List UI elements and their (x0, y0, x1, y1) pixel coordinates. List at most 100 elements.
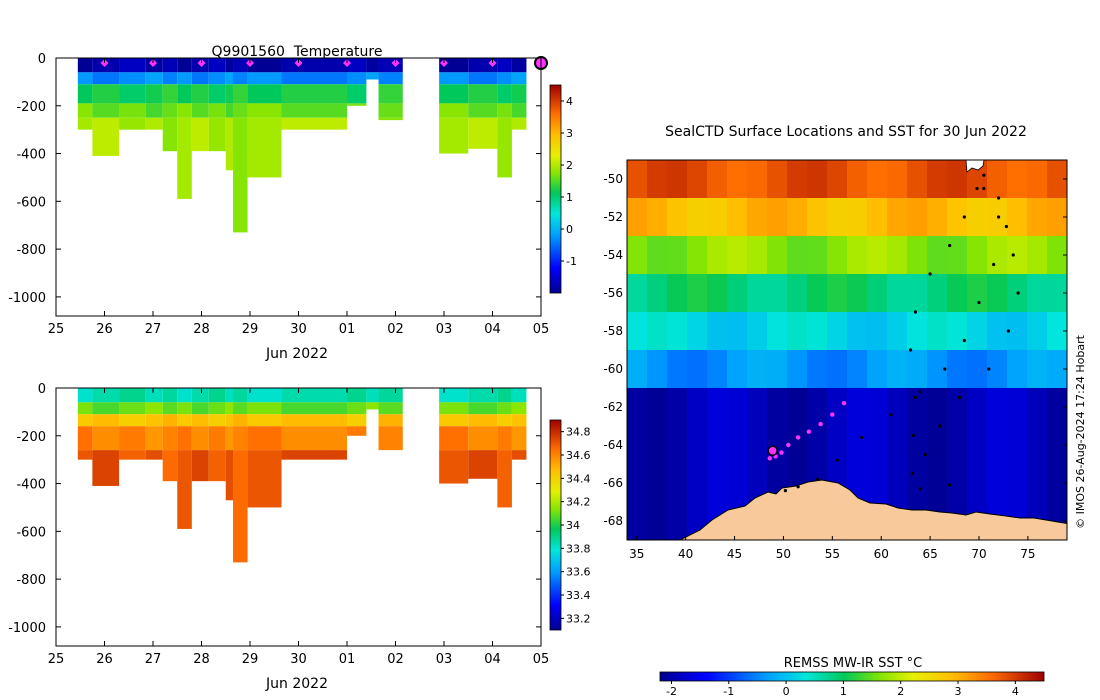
sst-cell (887, 160, 908, 199)
profile-cell (119, 388, 146, 403)
sst-cell (967, 236, 988, 275)
sst-cell (707, 312, 728, 351)
profile-cell (366, 58, 379, 73)
sst-cell (847, 274, 868, 313)
profile-cell (511, 402, 527, 415)
sst-cell (767, 312, 788, 351)
profile-cell (92, 103, 120, 118)
sst-cell (947, 350, 968, 389)
colorbar-bar (549, 84, 562, 294)
sst-cell (1027, 160, 1048, 199)
profile-cell (225, 84, 234, 104)
profile-cell (468, 414, 498, 427)
temperature-x-label: Jun 2022 (265, 346, 328, 362)
profile-cell (191, 72, 209, 85)
track-dot (783, 489, 788, 493)
x-tick-label: 01 (339, 322, 356, 337)
sst-cell (707, 350, 728, 389)
lat-tick-label: -66 (603, 476, 623, 490)
profile-cell (511, 426, 527, 451)
lon-tick-label: 40 (678, 547, 693, 561)
track-dot (908, 348, 913, 352)
sst-cell (787, 236, 808, 275)
profile-cell (497, 450, 512, 508)
profile-cell (77, 58, 93, 73)
profile-cell (145, 450, 163, 460)
profile-cell (468, 402, 498, 415)
sst-cell (647, 350, 668, 389)
sst-cell (927, 312, 948, 351)
sst-cell (687, 160, 708, 199)
profile-cell (439, 388, 469, 403)
sst-cell (647, 312, 668, 351)
profile-cell (511, 103, 527, 118)
profile-cell (145, 72, 163, 85)
lat-tick-label: -50 (603, 172, 623, 186)
profile-cell (468, 450, 498, 479)
colorbar-tick-label: 33.6 (566, 566, 591, 579)
profile-cell (119, 450, 146, 460)
sst-cell (887, 236, 908, 275)
profile-cell (77, 388, 93, 403)
track-dot (910, 471, 915, 476)
track-dot (923, 452, 927, 457)
profile-cell (225, 72, 234, 85)
track-dot (860, 435, 864, 439)
profile-cell (247, 84, 282, 104)
track-dot (975, 186, 979, 191)
sst-cell (947, 160, 968, 199)
profile-cell (439, 84, 469, 104)
sst-cell (807, 350, 828, 389)
sst-cell (907, 198, 928, 237)
sst-cell (667, 236, 688, 275)
profile-cell (191, 388, 209, 403)
sst-cell (967, 274, 988, 313)
profile-cell (191, 426, 209, 451)
profile-cell (162, 72, 178, 85)
sst-cell (647, 160, 668, 199)
sst-cell (1047, 350, 1067, 389)
track-dot (928, 272, 932, 276)
seal-track-dots (783, 173, 1020, 493)
sst-cell (907, 350, 928, 389)
profile-cell (162, 426, 178, 451)
sst-cell (1047, 312, 1067, 351)
sst-cell (827, 160, 848, 199)
profile-cell (281, 426, 347, 451)
profile-cell (119, 414, 146, 427)
profile-cell (439, 450, 469, 484)
track-dot (835, 458, 839, 462)
profile-cell (378, 117, 403, 121)
sst-cell (767, 198, 788, 237)
x-tick-label: 29 (242, 322, 259, 337)
track-dot (816, 477, 820, 481)
salinity-profile-cells (77, 388, 527, 563)
track-dot (982, 186, 986, 191)
profile-cell (145, 414, 163, 427)
sst-cell (947, 388, 968, 540)
profile-cell (208, 402, 226, 415)
profile-cell (378, 426, 403, 451)
profile-cell (119, 84, 146, 104)
sst-cell (747, 350, 768, 389)
track-dot (943, 367, 947, 371)
profile-cell (378, 402, 403, 415)
profile-cell (162, 58, 178, 73)
sst-cell (947, 198, 968, 237)
profile-cell (233, 426, 248, 451)
profile-cell (511, 117, 527, 130)
sst-cell (927, 388, 948, 540)
y-tick-label: -800 (16, 573, 46, 588)
colorbar-tick-label: 2 (566, 159, 573, 172)
x-tick-label: 27 (145, 322, 162, 337)
sst-colorbar-tick-label: -1 (723, 685, 734, 698)
colorbar-tick-label: 34.4 (566, 472, 591, 485)
sst-cell (807, 312, 828, 351)
sst-cell (1007, 312, 1028, 351)
y-tick-label: -800 (16, 243, 46, 258)
sst-cell (627, 274, 648, 313)
sst-cell (867, 160, 888, 199)
track-dot (911, 433, 916, 438)
profile-cell (162, 388, 178, 403)
